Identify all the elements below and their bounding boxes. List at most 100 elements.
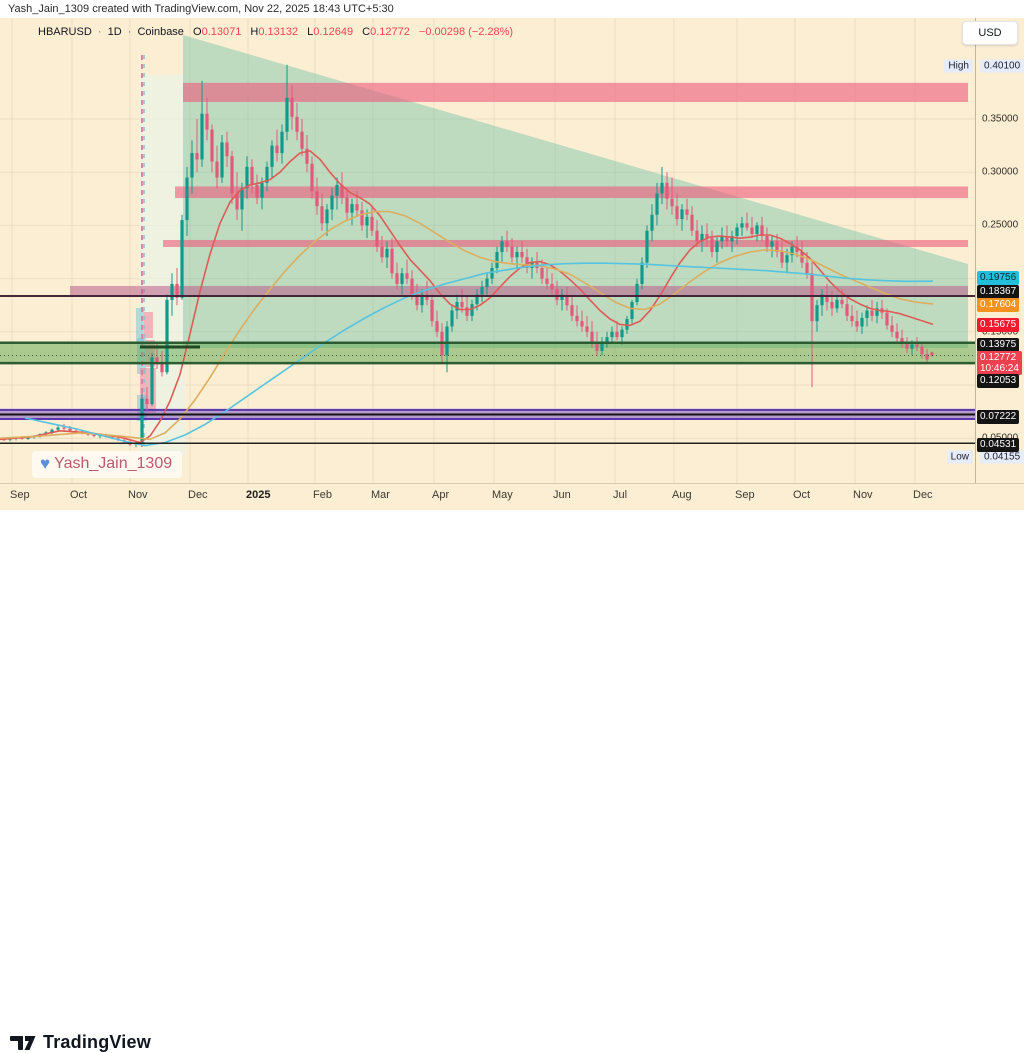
candlestick-chart[interactable] [0, 0, 1024, 551]
time-axis-label[interactable]: Jun [553, 489, 571, 501]
footer-bar: TradingView [0, 510, 1024, 1052]
candle-body [230, 156, 234, 194]
time-axis-label[interactable]: Sep [10, 489, 30, 501]
candle-body [140, 398, 144, 443]
time-axis-label[interactable]: 2025 [246, 489, 271, 501]
time-axis-label[interactable]: May [492, 489, 513, 501]
candle-body [725, 236, 729, 242]
candle-body [295, 116, 299, 132]
time-axis-label[interactable]: Oct [793, 489, 811, 501]
candle-body [510, 246, 514, 258]
candle-body [325, 209, 329, 224]
ma-mid-orange[interactable] [0, 210, 934, 441]
time-axis-label[interactable]: Nov [128, 489, 148, 501]
price-tick-label: 0.25000 [982, 219, 1019, 231]
candle-body [570, 305, 574, 316]
high-marker-label: High [944, 59, 973, 73]
candle-body [375, 230, 379, 247]
candle-body [610, 331, 614, 338]
candle-body [175, 283, 179, 298]
candle-body [700, 233, 704, 242]
ma-slow-cyan[interactable] [24, 262, 934, 447]
time-axis-label[interactable]: Nov [853, 489, 873, 501]
candle-body [825, 294, 829, 303]
candle-body [380, 246, 384, 258]
legend-symbol[interactable]: HBARUSD [38, 26, 92, 38]
candle-body [150, 357, 154, 405]
candle-body [320, 206, 324, 224]
time-axis-label[interactable]: Feb [313, 489, 332, 501]
legend-exchange[interactable]: Coinbase [137, 26, 184, 38]
tradingview-logo-icon [10, 1035, 36, 1050]
candle-body [255, 184, 259, 198]
time-axis-label[interactable]: Aug [672, 489, 692, 501]
candle-body [620, 329, 624, 338]
candle-body [210, 129, 214, 162]
tradingview-logo-text: TradingView [43, 1032, 151, 1052]
tradingview-logo[interactable]: TradingView [10, 1032, 151, 1053]
time-axis-label[interactable]: Sep [735, 489, 755, 501]
candle-body [425, 294, 429, 300]
candle-body [600, 342, 604, 351]
candle-body [775, 241, 779, 252]
time-axis-label[interactable]: Dec [188, 489, 208, 501]
candle-body [155, 357, 159, 363]
candle-body [485, 278, 489, 288]
ma-fast-red[interactable] [0, 150, 934, 444]
time-axis[interactable] [0, 483, 1024, 511]
candle-body [290, 97, 294, 117]
green-support-zone[interactable] [0, 342, 975, 364]
candle-body [540, 267, 544, 279]
candle-body [330, 195, 334, 210]
candle-body [565, 294, 569, 306]
candle-body [350, 204, 354, 213]
candle-body [640, 262, 644, 284]
cyan-ma-price-label: 0.19756 [977, 271, 1020, 285]
candle-body [185, 177, 189, 221]
time-axis-label[interactable]: Oct [70, 489, 88, 501]
candle-body [460, 302, 464, 308]
time-axis-label[interactable]: Dec [913, 489, 933, 501]
candle-body [470, 304, 474, 316]
candle-body [205, 113, 209, 130]
candle-body [335, 184, 339, 196]
candle-body [315, 191, 319, 207]
candle-body [56, 427, 60, 430]
candle-body [400, 273, 404, 284]
candle-body [745, 223, 749, 228]
candle-body [815, 305, 819, 322]
candle-body [445, 326, 449, 356]
supply-band-3[interactable] [163, 239, 968, 247]
legend-interval[interactable]: 1D [107, 26, 122, 38]
supply-band-2[interactable] [175, 186, 968, 199]
candle-body [720, 236, 724, 242]
candle-body [340, 184, 344, 198]
attribution-text: Yash_Jain_1309 created with TradingView.… [8, 3, 394, 15]
legend-open: 0.13071 [201, 26, 242, 38]
candle-body [240, 188, 244, 210]
supply-band-1[interactable] [183, 82, 968, 102]
price-scale[interactable]: 0.350000.300000.250000.200000.150000.100… [944, 18, 1024, 483]
candle-body [455, 302, 459, 311]
currency-button[interactable]: USD [962, 21, 1018, 45]
candle-body [50, 429, 54, 433]
time-axis-label[interactable]: Jul [613, 489, 628, 501]
supply-band-4[interactable] [70, 285, 968, 297]
candle-body [590, 331, 594, 343]
candle-body [645, 230, 649, 263]
heart-icon: ♥ [40, 454, 51, 473]
candle-body [560, 294, 564, 300]
level-price-label: 0.18367 [977, 285, 1020, 299]
time-axis-label[interactable]: Apr [432, 489, 450, 501]
symbol-legend[interactable]: HBARUSD · 1D · Coinbase O0.13071 H0.1313… [38, 26, 514, 38]
time-axis-label[interactable]: Mar [371, 489, 390, 501]
low-marker-label: Low [946, 450, 973, 464]
plot-area[interactable] [0, 18, 975, 483]
candle-body [195, 153, 199, 160]
candle-body [410, 278, 414, 295]
candle-body [630, 302, 634, 320]
candle-body [250, 166, 254, 185]
candle-body [810, 273, 814, 322]
candle-body [750, 227, 754, 234]
price-tick-label: 0.30000 [982, 166, 1019, 178]
